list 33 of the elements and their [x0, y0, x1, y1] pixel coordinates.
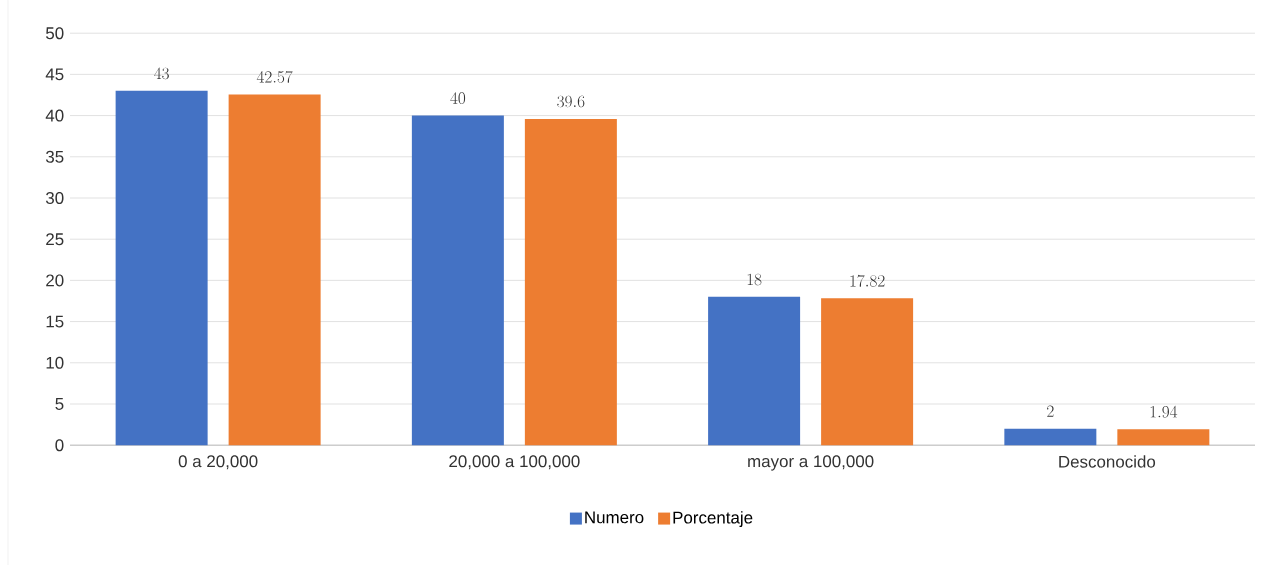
data-label: 42.57 [256, 70, 293, 83]
bar [821, 298, 914, 445]
bar [228, 94, 321, 445]
data-label: 43 [154, 67, 169, 80]
bar [115, 90, 208, 445]
data-label: 17.82 [850, 274, 885, 287]
x-tick-label: 20,000 a 100,000 [449, 455, 580, 470]
data-label: 39.6 [557, 95, 585, 108]
y-tick-label: 35 [45, 150, 64, 163]
bar [411, 115, 504, 445]
data-label: 2 [1047, 405, 1054, 417]
x-tick-label: 0 a 20,000 [178, 455, 258, 470]
y-tick-label: 30 [45, 191, 64, 204]
data-label: 18 [747, 273, 762, 286]
data-label: 1 .94 [1150, 405, 1178, 418]
bar [708, 296, 801, 445]
legend-label: Numero [585, 511, 644, 524]
bar [1117, 429, 1210, 445]
x-tick-label: Desconocido [1059, 455, 1156, 468]
data-label: 40 [450, 92, 466, 104]
bar [1004, 428, 1097, 445]
y-tick-label: 0 [55, 439, 64, 451]
y-tick-label: 45 [45, 68, 64, 81]
x-tick-label: mayor a 100,000 [748, 455, 874, 471]
y-tick-label: 50 [45, 27, 64, 39]
y-tick-label: 20 [46, 274, 64, 287]
y-tick-label: 5 [55, 397, 64, 410]
y-tick-label: 15 [46, 315, 64, 328]
legend-label: Porcentaje [673, 510, 753, 527]
y-tick-label: 40 [45, 109, 64, 122]
y-tick-label: 10 [46, 356, 64, 369]
y-tick-label: 25 [46, 233, 64, 245]
bar [524, 118, 617, 445]
